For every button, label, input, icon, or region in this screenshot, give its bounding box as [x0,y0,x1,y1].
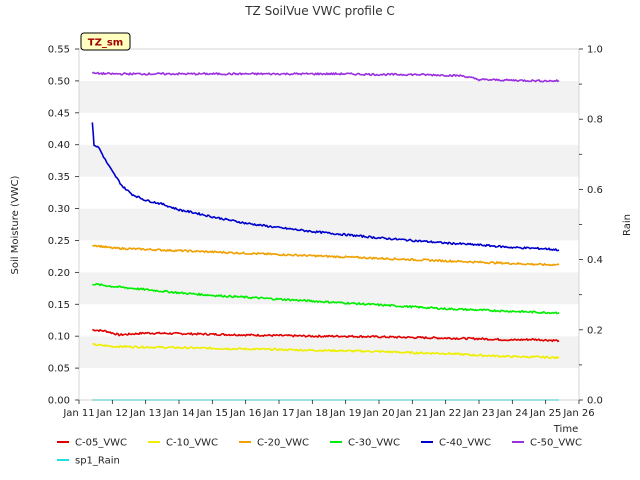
series-line-c-10-vwc [92,342,560,360]
badge: TZ_sm [80,32,131,51]
grid-band [79,80,579,113]
legend-label: C-10_VWC [166,438,218,449]
grid-band [79,144,579,177]
x-tick-label: Jan 18 [296,408,328,419]
y-tick-label: 0.35 [48,172,70,183]
y-tick-label: 0.10 [48,332,70,343]
legend: C-05_VWC C-10_VWC C-20_VWC C-30_VWC C-40_VWC… [57,438,582,467]
grid-band [79,336,579,369]
series-line-c-50-vwc [91,71,560,83]
grid-band [79,208,579,241]
y2-tick-label: 0.0 [587,396,603,407]
legend-label: C-20_VWC [257,438,309,449]
x-tick-label: Jan 14 [162,408,194,419]
legend-label: C-05_VWC [75,438,127,449]
y-tick-label: 0.15 [48,300,70,311]
y2-axis: 0.0 0.2 0.4 0.6 0.8 1.0 [579,45,603,407]
y-tick-label: 0.55 [48,45,70,56]
series-line-c-20-vwc [92,244,560,267]
x-tick-label: Jan 16 [229,408,261,419]
chart-title: TZ SoilVue VWC profile C [244,4,395,18]
x-tick-label: Jan 15 [196,408,228,419]
x-tick-label: Jan 24 [496,408,528,419]
y2-tick-label: 1.0 [587,45,603,56]
x-tick-label: Jan 23 [462,408,494,419]
y-tick-label: 0.30 [48,204,70,215]
x-tick-label: Jan 11 [62,408,94,419]
y-tick-label: 0.25 [48,236,70,247]
y-tick-label: 0.00 [48,396,70,407]
y2-axis-title: Rain [622,214,633,236]
grid-band [79,304,579,337]
x-tick-label: Jan 22 [429,408,461,419]
x-tick-label: Jan 25 [529,408,561,419]
x-tick-label: Jan 26 [562,408,594,419]
y-axis-title: Soil Moisture (VWC) [10,175,21,274]
legend-label: C-40_VWC [439,438,491,449]
y-tick-label: 0.40 [48,140,70,151]
x-axis-title: Time [553,424,578,435]
series-line-c-40-vwc [91,122,560,252]
grid-band [79,272,579,305]
y2-tick-label: 0.2 [587,325,603,336]
legend-label: sp1_Rain [75,456,120,467]
y-tick-label: 0.45 [48,108,70,119]
x-tick-label: Jan 21 [396,408,428,419]
badge-label: TZ_sm [88,38,123,49]
x-tick-label: Jan 13 [129,408,161,419]
y2-tick-label: 0.8 [587,115,603,126]
x-tick-label: Jan 17 [262,408,294,419]
y-axis: 0.00 0.05 0.10 0.15 0.20 0.25 0.30 0.35 0.40 0.45… [48,45,79,407]
grid-band [79,176,579,209]
series-line-c-30-vwc [92,282,560,315]
x-tick-label: Jan 12 [96,408,128,419]
legend-label: C-50_VWC [530,438,582,449]
legend-label: C-30_VWC [348,438,400,449]
y2-tick-label: 0.6 [587,185,603,196]
x-tick-label: Jan 19 [329,408,361,419]
y-tick-label: 0.50 [48,76,70,87]
y-tick-label: 0.05 [48,364,70,375]
y2-tick-label: 0.4 [587,255,603,266]
x-tick-label: Jan 20 [362,408,394,419]
x-axis: Jan 11 Jan 12 Jan 13 Jan 14 Jan 15 Jan 16 Jan … [62,400,595,419]
badge-box [80,32,131,51]
grid-band [79,49,579,81]
series-line-c-05-vwc [92,328,560,343]
grid-band [79,368,579,400]
grid-band [79,112,579,145]
y-tick-label: 0.20 [48,268,70,279]
